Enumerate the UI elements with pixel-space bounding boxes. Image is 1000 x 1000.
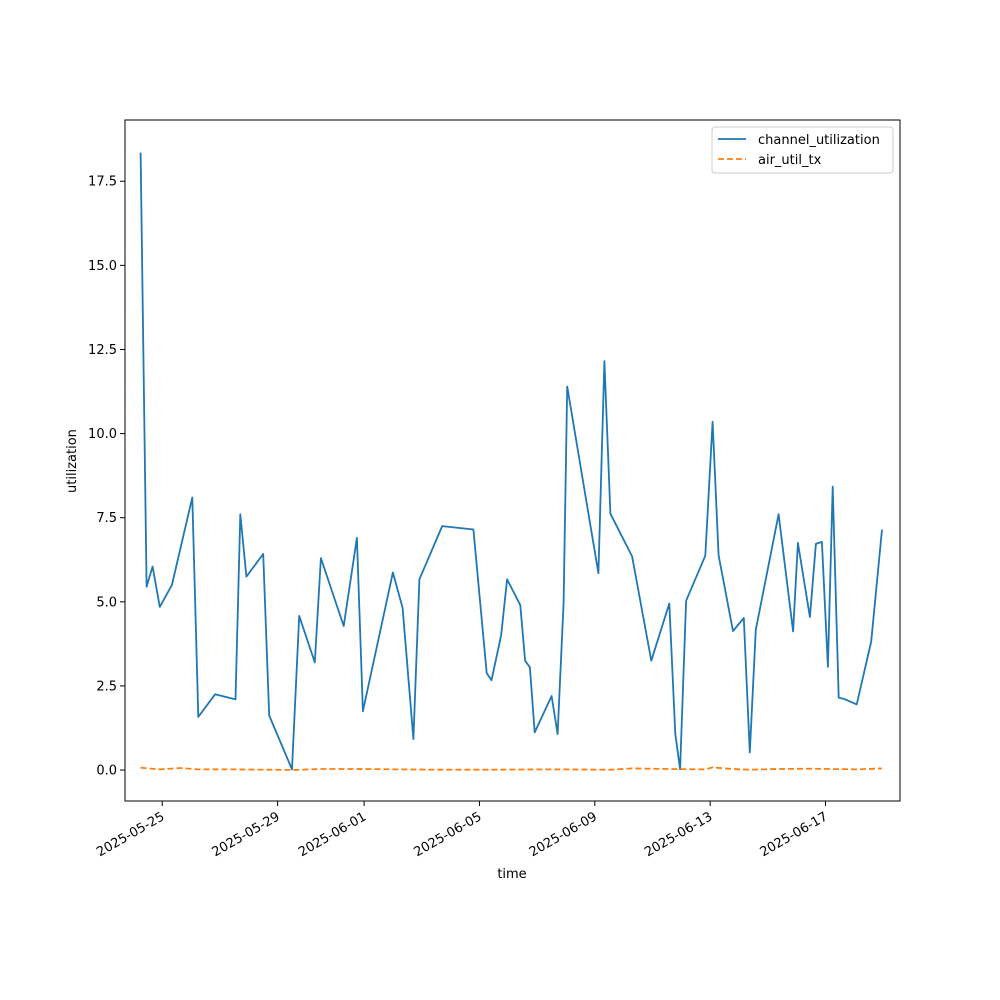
plot-frame xyxy=(124,119,901,802)
legend: channel_utilization air_util_tx xyxy=(711,126,894,174)
series-line-air-util-tx xyxy=(140,766,883,771)
y-tick-label: 12.5 xyxy=(88,343,117,358)
y-tick-label: 0.0 xyxy=(96,764,117,779)
y-tick-label: 7.5 xyxy=(96,511,117,526)
y-tick-label: 2.5 xyxy=(96,679,117,694)
legend-frame xyxy=(711,126,894,174)
y-tick-label: 5.0 xyxy=(96,595,117,610)
y-tick-label: 10.0 xyxy=(88,427,117,442)
y-axis-label: utilization xyxy=(65,429,80,493)
legend-label-air-util-tx: air_util_tx xyxy=(758,153,822,168)
legend-label-channel-utilization: channel_utilization xyxy=(758,133,880,148)
y-tick-label: 17.5 xyxy=(88,175,117,190)
y-tick-label: 15.0 xyxy=(88,259,117,274)
x-axis-label: time xyxy=(497,867,526,882)
plot-lines xyxy=(139,152,883,771)
y-axis: 0.0 2.5 5.0 7.5 10.0 12.5 15.0 17.5 xyxy=(88,175,125,779)
series-line-channel-utilization xyxy=(139,152,883,771)
